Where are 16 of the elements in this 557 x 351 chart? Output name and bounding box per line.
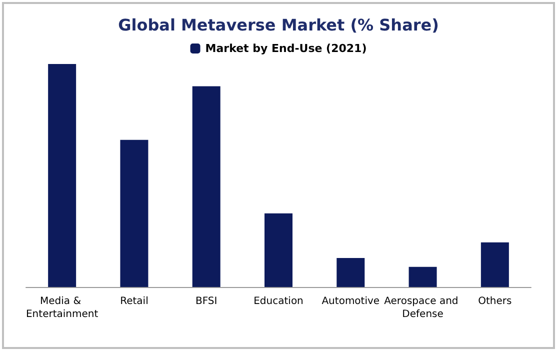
x-tick-label: BFSI	[195, 296, 218, 307]
bar	[408, 266, 437, 287]
bar	[120, 140, 148, 287]
chart-title: Global Metaverse Market (% Share)	[118, 16, 439, 34]
bar	[336, 258, 365, 287]
x-tick-label: Others	[478, 296, 512, 307]
legend-label: Market by End-Use (2021)	[205, 42, 367, 55]
x-tick-label: Media & Entertainment	[26, 296, 98, 320]
bar	[48, 64, 76, 287]
x-tick-label: Automotive	[322, 296, 380, 307]
x-tick-label: Retail	[120, 296, 148, 307]
bar	[192, 86, 220, 287]
bar	[480, 242, 509, 287]
x-tick-label: Education	[254, 296, 304, 307]
x-tick-label: Aerospace and Defense	[384, 296, 462, 320]
bar	[264, 213, 292, 287]
